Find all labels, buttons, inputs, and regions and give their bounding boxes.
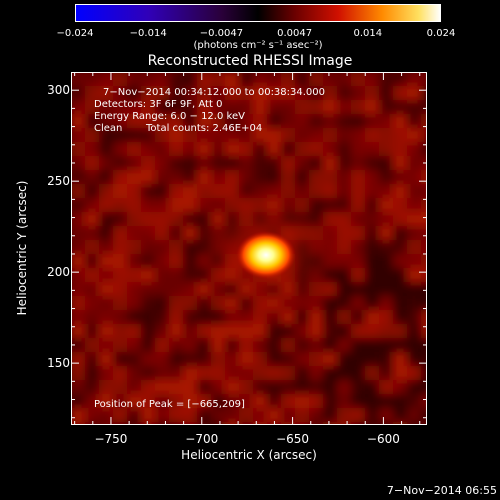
plot-frame	[71, 72, 427, 425]
x-tick-label: −600	[366, 432, 400, 446]
y-axis-label: Heliocentric Y (arcsec)	[15, 180, 29, 316]
annotation-time: 7−Nov−2014 00:34:12.000 to 00:38:34.000	[103, 87, 326, 98]
colorbar-tick-label: −0.014	[129, 28, 167, 39]
y-tick-label: 150	[47, 356, 70, 371]
x-tick-label: −650	[276, 432, 310, 446]
colorbar-tick-label: 0.024	[426, 28, 456, 39]
heatmap-plot	[71, 72, 427, 425]
colorbar-tick-label: 0.014	[353, 28, 383, 39]
x-axis-label: Heliocentric X (arcsec)	[181, 448, 317, 462]
annotation-peak: Position of Peak = [−665,209]	[94, 399, 245, 410]
y-tick-label: 200	[47, 265, 70, 280]
colorbar-tick-label: −0.024	[56, 28, 94, 39]
annotation-clean: Clean	[94, 123, 123, 134]
colorbar	[75, 4, 441, 22]
x-tick-label: −750	[94, 432, 128, 446]
colorbar-tick-label: −0.0047	[199, 28, 244, 39]
chart-title: Reconstructed RHESSI Image	[147, 53, 353, 69]
x-tick-label: −700	[185, 432, 219, 446]
colorbar-units: (photons cm⁻² s⁻¹ asec⁻²)	[193, 40, 323, 51]
peak-source	[236, 231, 296, 279]
y-tick-label: 300	[47, 83, 70, 98]
annotation-detectors: Detectors: 3F 6F 9F, Att 0	[94, 99, 223, 110]
y-tick-label: 250	[47, 174, 70, 189]
footer-timestamp: 7−Nov−2014 06:55	[386, 484, 497, 497]
colorbar-tick-label: 0.0047	[277, 28, 313, 39]
annotation-energy: Energy Range: 6.0 − 12.0 keV	[94, 111, 245, 122]
annotation-counts: Total counts: 2.46E+04	[146, 123, 263, 134]
